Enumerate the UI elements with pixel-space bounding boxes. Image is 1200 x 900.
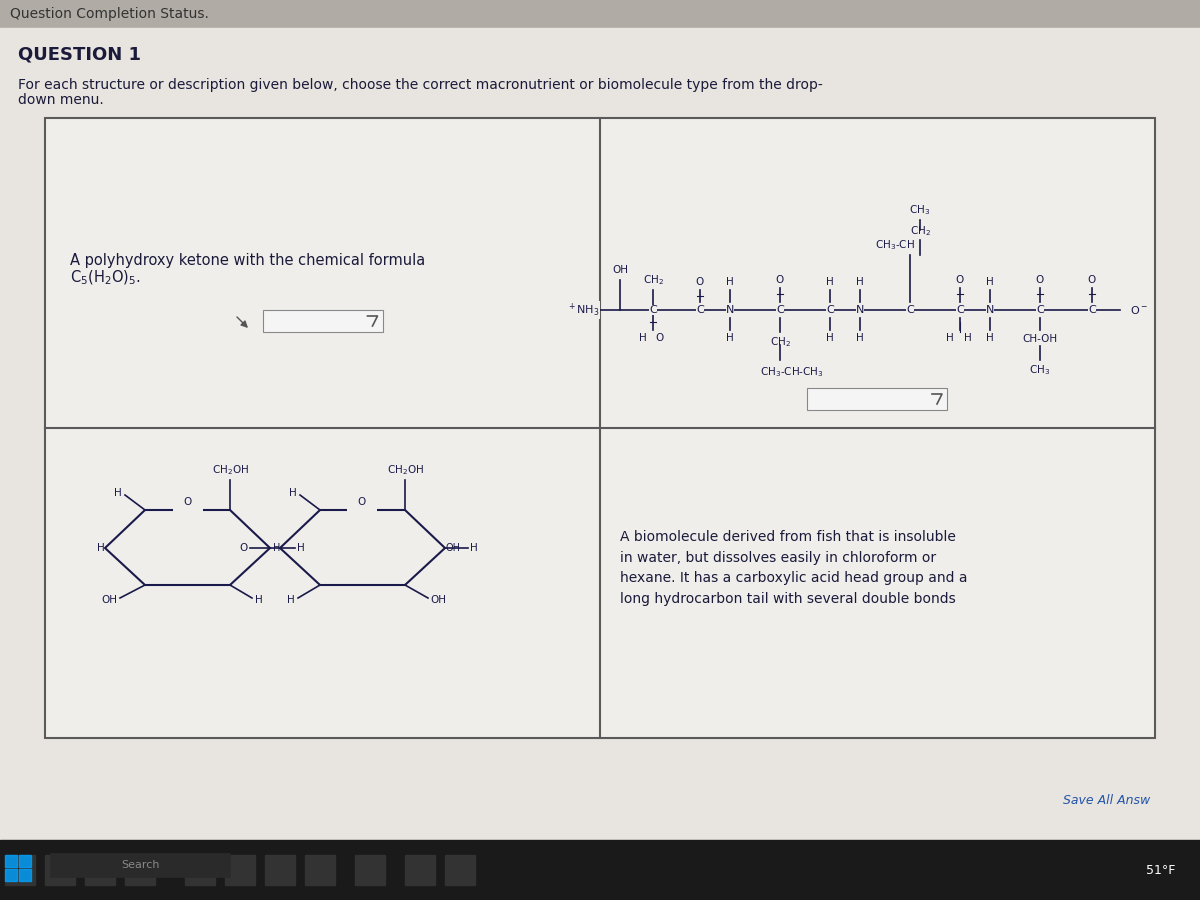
Text: C: C: [696, 305, 704, 315]
Text: CH$_2$: CH$_2$: [910, 224, 930, 238]
Text: OH: OH: [612, 265, 628, 275]
Text: CH$_3$-CH: CH$_3$-CH: [875, 238, 914, 252]
Text: 51°F: 51°F: [1146, 863, 1175, 877]
Text: O: O: [776, 275, 784, 285]
Text: A biomolecule derived from fish that is insoluble
in water, but dissolves easily: A biomolecule derived from fish that is …: [620, 530, 967, 606]
Text: H: H: [97, 543, 106, 553]
Bar: [19, 869, 31, 881]
Text: C: C: [1088, 305, 1096, 315]
Bar: [19, 855, 31, 867]
Text: C: C: [776, 305, 784, 315]
Text: H: H: [986, 277, 994, 287]
Text: H: H: [986, 333, 994, 343]
Text: H: H: [856, 333, 864, 343]
Bar: [85, 855, 115, 885]
Text: CH$_2$OH: CH$_2$OH: [211, 464, 248, 477]
Text: C: C: [826, 305, 834, 315]
Text: H: H: [826, 277, 834, 287]
Text: Search: Search: [121, 860, 160, 870]
Text: O: O: [656, 333, 664, 343]
Bar: [0, 0, 1200, 28]
Text: CH$_3$-CH-CH$_3$: CH$_3$-CH-CH$_3$: [760, 365, 824, 379]
Text: H: H: [726, 333, 734, 343]
Bar: [5, 869, 17, 881]
Text: H: H: [946, 333, 954, 343]
Text: O: O: [956, 275, 964, 285]
Text: H: H: [289, 488, 298, 498]
Text: H: H: [826, 333, 834, 343]
Bar: [263, 310, 383, 332]
Text: $^+$NH$_3$: $^+$NH$_3$: [568, 302, 600, 319]
Bar: [305, 855, 335, 885]
Text: N: N: [986, 305, 994, 315]
Text: O: O: [1036, 275, 1044, 285]
Text: CH$_2$: CH$_2$: [642, 274, 664, 287]
Text: OH: OH: [101, 595, 118, 605]
Text: CH$_3$: CH$_3$: [910, 203, 931, 217]
Text: O: O: [184, 497, 192, 507]
Text: O: O: [1088, 275, 1096, 285]
Bar: [445, 855, 475, 885]
Text: Question Completion Status.: Question Completion Status.: [10, 7, 209, 21]
Bar: [46, 855, 74, 885]
Text: CH$_2$OH: CH$_2$OH: [386, 464, 424, 477]
Text: H: H: [470, 543, 478, 553]
Text: H: H: [272, 543, 280, 553]
Bar: [226, 855, 256, 885]
Text: N: N: [856, 305, 864, 315]
Text: Save All Answ: Save All Answ: [1063, 794, 1150, 806]
Bar: [355, 855, 385, 885]
Bar: [265, 855, 295, 885]
Text: C: C: [956, 305, 964, 315]
Text: H: H: [640, 333, 647, 343]
Text: CH$_3$: CH$_3$: [1030, 363, 1051, 377]
Text: H: H: [114, 488, 122, 498]
Bar: [5, 855, 35, 885]
Text: H: H: [856, 277, 864, 287]
Text: C: C: [649, 305, 656, 315]
Text: For each structure or description given below, choose the correct macronutrient : For each structure or description given …: [18, 78, 823, 92]
Text: O: O: [696, 277, 704, 287]
Bar: [185, 855, 215, 885]
Bar: [808, 388, 947, 410]
Text: C$_5$(H$_2$O)$_5$.: C$_5$(H$_2$O)$_5$.: [70, 269, 140, 287]
Text: CH-OH: CH-OH: [1022, 334, 1057, 344]
Text: OH: OH: [430, 595, 446, 605]
Bar: [50, 853, 230, 877]
Bar: [125, 855, 155, 885]
Text: down menu.: down menu.: [18, 93, 103, 107]
Bar: [0, 840, 1200, 900]
Text: H: H: [256, 595, 263, 605]
Text: O$^-$: O$^-$: [1130, 304, 1148, 316]
Bar: [46, 118, 1154, 738]
Text: C: C: [906, 305, 914, 315]
Text: A polyhydroxy ketone with the chemical formula: A polyhydroxy ketone with the chemical f…: [70, 253, 425, 267]
Text: N: N: [726, 305, 734, 315]
Text: O: O: [358, 497, 366, 507]
Text: H: H: [726, 277, 734, 287]
Text: H: H: [964, 333, 972, 343]
Text: H: H: [298, 543, 305, 553]
Text: OH: OH: [445, 543, 460, 553]
Bar: [5, 855, 17, 867]
Bar: [406, 855, 436, 885]
Text: O: O: [240, 543, 248, 553]
Text: CH$_2$: CH$_2$: [769, 335, 791, 349]
Text: H: H: [287, 595, 295, 605]
Text: QUESTION 1: QUESTION 1: [18, 46, 142, 64]
Text: C: C: [1036, 305, 1044, 315]
